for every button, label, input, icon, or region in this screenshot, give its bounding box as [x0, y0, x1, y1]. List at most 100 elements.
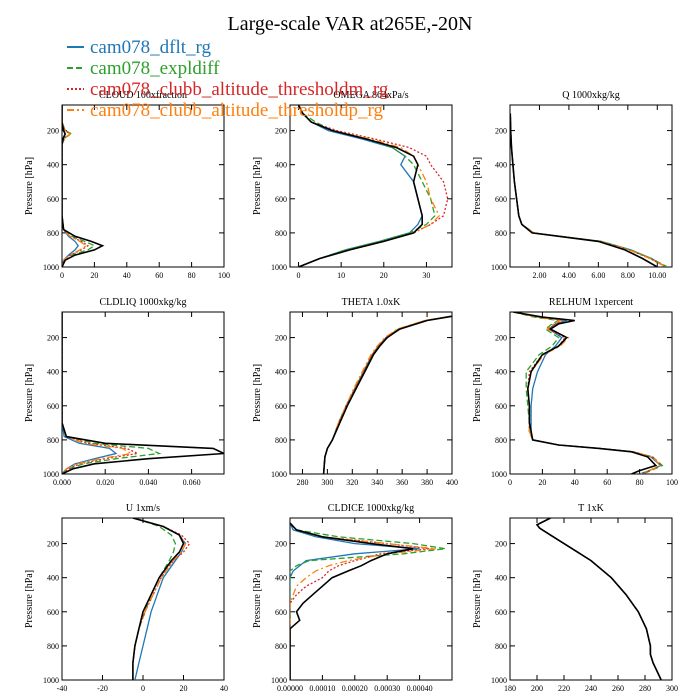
series-line-4: [535, 518, 662, 680]
plot-frame: [61, 517, 225, 681]
y-tick-label: 600: [47, 402, 59, 411]
y-tick-label: 1000: [491, 263, 507, 272]
x-tick-label: 20: [380, 271, 388, 280]
x-tick-label: 40: [220, 684, 228, 693]
y-tick-label: 200: [47, 334, 59, 343]
x-tick-label: 40: [123, 271, 131, 280]
y-tick-label: 1000: [271, 470, 287, 479]
y-tick-label: 600: [495, 195, 507, 204]
panel-title: CLOUD 100xfraction: [99, 90, 187, 101]
plot-frame: [61, 104, 225, 268]
panel-5: THETA 1.0xK Pressure [hPa] 200 400 600 800 100…: [252, 297, 458, 487]
x-tick-label: 300: [321, 478, 333, 487]
x-tick-label: 0.00040: [407, 684, 433, 693]
x-tick-label: 10.00: [648, 271, 666, 280]
series-line-1: [297, 105, 423, 267]
x-tick-label: 260: [612, 684, 624, 693]
series-line-4: [62, 312, 133, 474]
y-axis-label: Pressure [hPa]: [252, 364, 263, 422]
series-line-1: [535, 518, 662, 680]
figure-title: Large-scale VAR at265E,-20N: [228, 13, 473, 35]
series-line-0: [297, 105, 423, 267]
y-tick-label: 800: [47, 642, 59, 651]
y-axis-label: Pressure [hPa]: [472, 364, 483, 422]
series-line-2: [290, 522, 446, 680]
x-tick-label: 0: [141, 684, 145, 693]
series-line-2: [513, 312, 664, 474]
x-tick-label: 360: [396, 478, 408, 487]
y-tick-label: 400: [275, 368, 287, 377]
y-tick-label: 200: [275, 334, 287, 343]
legend: cam078_dflt_rgcam078_expldiffcam078_club…: [67, 37, 389, 121]
panel-title: CLDICE 1000xkg/kg: [328, 503, 414, 514]
series-line-1: [62, 312, 118, 474]
series-line-4: [297, 105, 440, 267]
series-line-0: [132, 518, 185, 680]
y-tick-label: 600: [495, 402, 507, 411]
x-tick-label: 0.00010: [309, 684, 335, 693]
x-tick-label: 240: [585, 684, 597, 693]
series-line-1: [513, 312, 662, 474]
panel-title: RELHUM 1xpercent: [549, 297, 633, 308]
x-tick-label: 60: [155, 271, 163, 280]
series-line-1: [510, 113, 667, 267]
y-tick-label: 800: [275, 642, 287, 651]
panel-2: OMEGA 864xPa/s Pressure [hPa] 200 400 600 800…: [252, 90, 453, 280]
y-tick-label: 800: [47, 436, 59, 445]
x-tick-label: 200: [531, 684, 543, 693]
series-line-3: [62, 312, 140, 474]
y-axis-label: Pressure [hPa]: [252, 157, 263, 215]
y-tick-label: 1000: [491, 676, 507, 685]
panel-4: CLDLIQ 1000xkg/kg Pressure [hPa] 200 400 600…: [24, 297, 225, 487]
x-tick-label: 60: [603, 478, 611, 487]
y-tick-label: 200: [47, 540, 59, 549]
x-tick-label: 0: [508, 478, 512, 487]
x-tick-label: 2.00: [532, 271, 546, 280]
y-tick-label: 1000: [43, 470, 59, 479]
x-tick-label: 380: [421, 478, 433, 487]
panel-title: CLDLIQ 1000xkg/kg: [100, 297, 187, 308]
panel-title: T 1xK: [578, 503, 604, 514]
panel-3: Q 1000xkg/kg Pressure [hPa] 200 400 600 800 10…: [472, 90, 673, 280]
y-tick-label: 800: [47, 229, 59, 238]
plot-frame: [509, 311, 673, 475]
y-tick-label: 600: [275, 195, 287, 204]
series-line-0: [290, 522, 414, 680]
panel-8: CLDICE 1000xkg/kg Pressure [hPa] 200 400 600…: [252, 503, 453, 693]
series-line-1: [290, 522, 420, 680]
panel-title: Q 1000xkg/kg: [562, 90, 620, 101]
x-tick-label: 100: [666, 478, 678, 487]
y-tick-label: 400: [495, 368, 507, 377]
x-tick-label: 0: [60, 271, 64, 280]
legend-label: cam078_clubb_altitude_thresholdp_rg: [90, 100, 384, 121]
y-tick-label: 1000: [271, 676, 287, 685]
x-tick-label: 80: [636, 478, 644, 487]
y-tick-label: 800: [275, 229, 287, 238]
legend-label: cam078_clubb_altitude_thresholdm_rg: [90, 79, 389, 100]
series-line-3: [290, 522, 430, 680]
y-tick-label: 200: [47, 127, 59, 136]
y-tick-label: 800: [275, 436, 287, 445]
series-line-0: [535, 518, 662, 680]
y-axis-label: Pressure [hPa]: [24, 157, 35, 215]
x-tick-label: 280: [639, 684, 651, 693]
y-tick-label: 600: [275, 608, 287, 617]
y-tick-label: 1000: [43, 676, 59, 685]
x-tick-label: 180: [504, 684, 516, 693]
series-line-3: [132, 518, 191, 680]
y-tick-label: 600: [495, 608, 507, 617]
panel-title: OMEGA 864xPa/s: [333, 90, 408, 101]
y-tick-label: 400: [275, 161, 287, 170]
y-tick-label: 600: [47, 195, 59, 204]
legend-label: cam078_dflt_rg: [90, 37, 212, 58]
x-tick-label: 0.060: [183, 478, 201, 487]
x-tick-label: 320: [346, 478, 358, 487]
y-tick-label: 400: [47, 161, 59, 170]
y-tick-label: 200: [275, 127, 287, 136]
series-line-1: [132, 518, 187, 680]
y-tick-label: 1000: [271, 263, 287, 272]
y-axis-label: Pressure [hPa]: [24, 364, 35, 422]
y-tick-label: 400: [275, 574, 287, 583]
